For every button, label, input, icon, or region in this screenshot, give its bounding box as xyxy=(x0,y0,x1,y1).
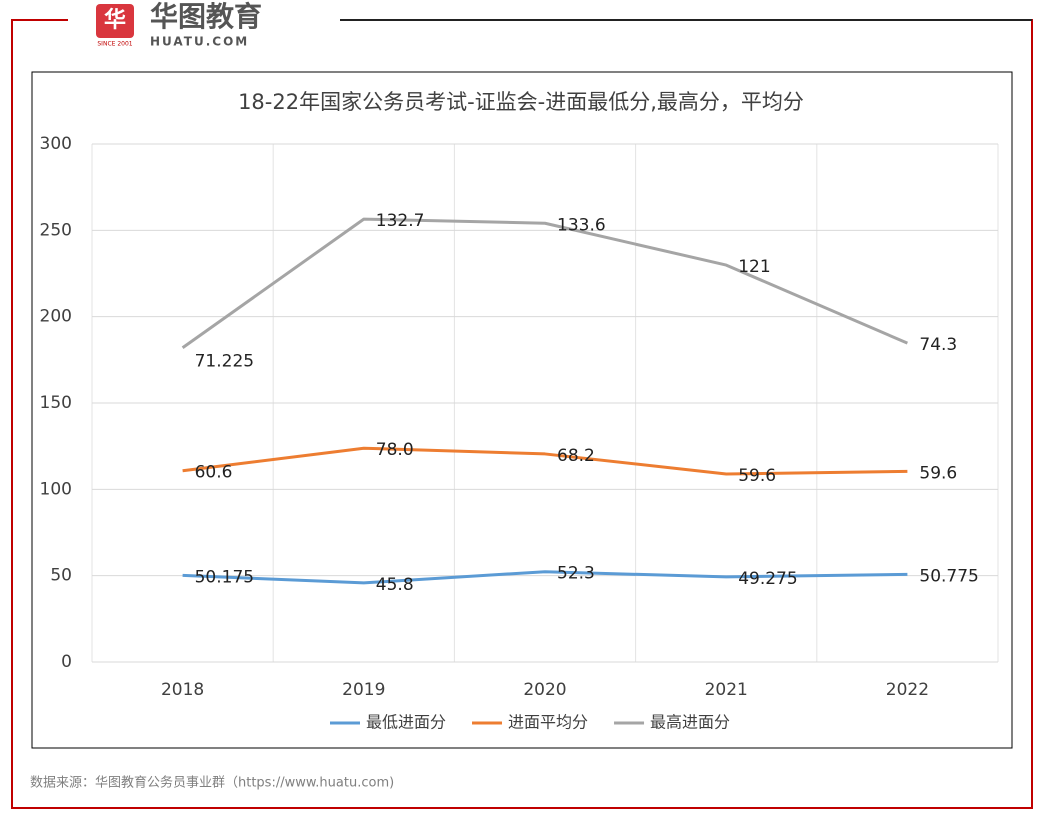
series-line xyxy=(181,217,908,349)
logo-site: HUATU.COM xyxy=(150,35,249,49)
data-label: 121 xyxy=(738,257,770,277)
x-tick-label: 2021 xyxy=(705,680,748,700)
chart-title: 18-22年国家公务员考试-证监会-进面最低分,最高分，平均分 xyxy=(238,90,804,114)
series-line xyxy=(182,570,908,585)
y-tick-label: 250 xyxy=(40,220,72,240)
series-line xyxy=(182,446,908,476)
data-label: 68.2 xyxy=(557,446,595,466)
logo-mark xyxy=(96,4,134,38)
data-label: 50.775 xyxy=(919,566,978,586)
x-tick-label: 2018 xyxy=(161,680,204,700)
data-label: 132.7 xyxy=(376,211,425,231)
legend-label: 最高进面分 xyxy=(650,713,730,732)
data-label: 50.175 xyxy=(195,567,254,587)
y-tick-label: 200 xyxy=(40,307,72,327)
y-tick-label: 50 xyxy=(50,566,72,586)
logo-since: SINCE 2001 xyxy=(97,41,132,48)
data-label: 78.0 xyxy=(376,440,414,460)
source-note: 数据来源：华图教育公务员事业群（https://www.huatu.com) xyxy=(30,775,394,791)
data-label: 59.6 xyxy=(738,466,776,486)
logo-name: 华图教育 xyxy=(150,0,262,33)
x-tick-label: 2019 xyxy=(342,680,385,700)
data-label: 133.6 xyxy=(557,215,606,235)
data-label: 49.275 xyxy=(738,569,797,589)
data-label: 52.3 xyxy=(557,564,595,584)
data-label: 74.3 xyxy=(919,335,957,355)
x-tick-label: 2022 xyxy=(886,680,929,700)
data-label: 60.6 xyxy=(195,463,233,483)
y-tick-label: 300 xyxy=(40,134,72,154)
chart-box xyxy=(31,71,1013,749)
y-tick-label: 150 xyxy=(40,393,72,413)
logo-glyph: 华 xyxy=(104,7,126,33)
data-label: 45.8 xyxy=(376,575,414,595)
data-label: 71.225 xyxy=(195,352,254,372)
y-tick-label: 100 xyxy=(40,479,72,499)
legend-label: 进面平均分 xyxy=(508,713,588,732)
data-label: 59.6 xyxy=(919,463,957,483)
y-tick-label: 0 xyxy=(61,652,72,672)
x-tick-label: 2020 xyxy=(523,680,566,700)
legend-label: 最低进面分 xyxy=(366,713,446,732)
